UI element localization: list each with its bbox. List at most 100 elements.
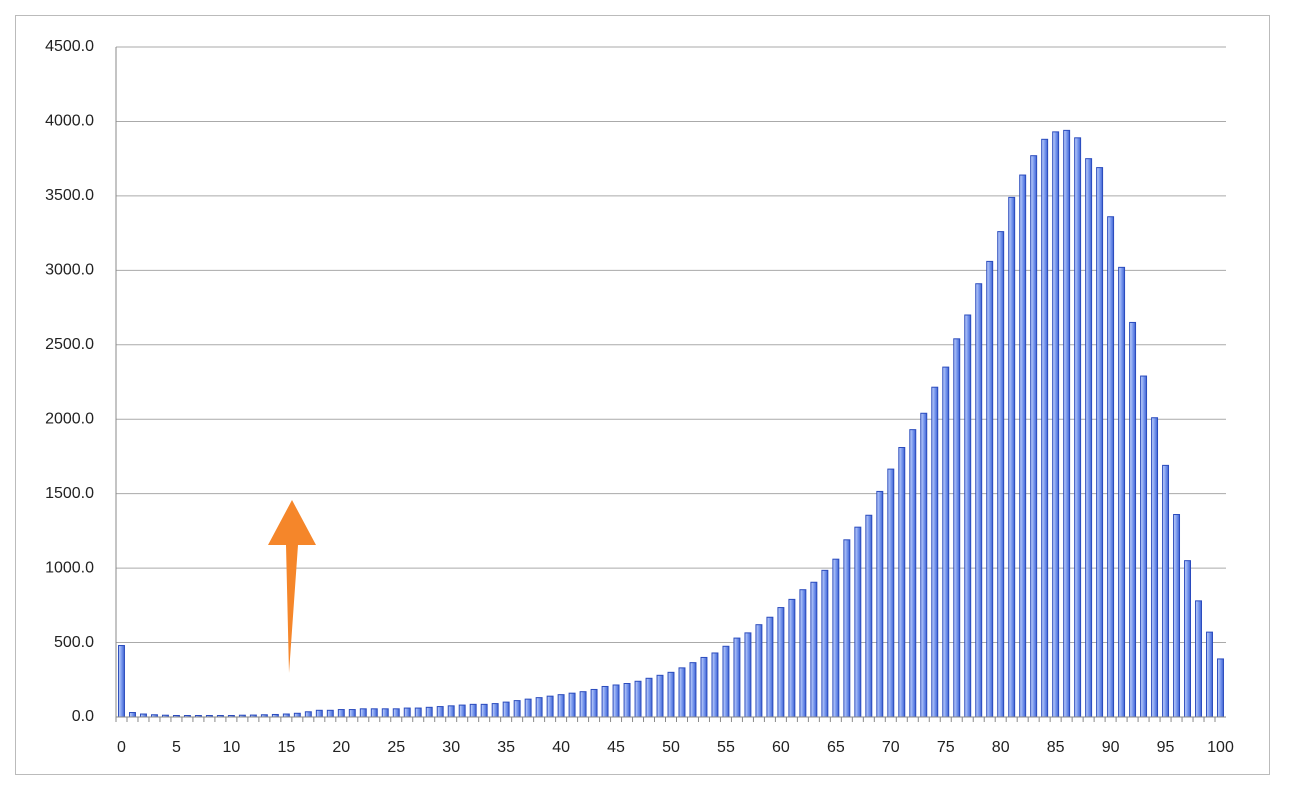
bar bbox=[667, 671, 675, 718]
x-tick-label: 100 bbox=[1207, 739, 1234, 756]
bar bbox=[1206, 631, 1213, 718]
bar bbox=[590, 688, 598, 718]
bar bbox=[876, 490, 884, 718]
bar bbox=[656, 674, 664, 718]
bar bbox=[887, 468, 895, 718]
bar bbox=[700, 656, 708, 718]
bar bbox=[953, 338, 961, 718]
bar bbox=[1063, 129, 1071, 718]
bar bbox=[458, 704, 466, 718]
x-tick-label: 90 bbox=[1102, 739, 1120, 756]
bar bbox=[678, 667, 686, 718]
bar bbox=[865, 514, 873, 718]
bar bbox=[315, 709, 323, 718]
y-tick-label: 500.0 bbox=[54, 634, 94, 651]
bar bbox=[733, 637, 741, 718]
bar bbox=[744, 632, 752, 718]
bar bbox=[689, 662, 697, 718]
bar bbox=[129, 712, 136, 718]
bar bbox=[975, 283, 983, 718]
grid bbox=[116, 46, 1226, 718]
bar bbox=[854, 526, 862, 718]
x-tick-label: 75 bbox=[937, 739, 955, 756]
x-tick-label: 5 bbox=[172, 739, 181, 756]
bar bbox=[1173, 514, 1181, 718]
y-tick-label: 2500.0 bbox=[45, 336, 94, 353]
x-tick-label: 15 bbox=[277, 739, 295, 756]
x-tick-label: 95 bbox=[1157, 739, 1175, 756]
bar bbox=[1041, 138, 1049, 718]
bar bbox=[766, 616, 774, 718]
bar bbox=[579, 691, 587, 718]
x-tick-label: 85 bbox=[1047, 739, 1065, 756]
x-tick-label: 10 bbox=[222, 739, 240, 756]
y-tick-label: 0.0 bbox=[72, 708, 94, 725]
bar bbox=[118, 645, 125, 718]
bar bbox=[370, 708, 378, 718]
bar bbox=[403, 707, 411, 718]
bar bbox=[425, 706, 433, 718]
bar bbox=[1096, 167, 1104, 718]
bar bbox=[931, 386, 939, 718]
bar bbox=[491, 703, 499, 718]
bar bbox=[447, 705, 455, 718]
bar bbox=[1019, 174, 1027, 718]
bar bbox=[832, 558, 840, 718]
bars bbox=[118, 129, 1224, 718]
bar bbox=[1184, 560, 1192, 718]
bar bbox=[557, 694, 565, 718]
bar bbox=[1151, 417, 1159, 718]
bar bbox=[777, 607, 785, 718]
x-tick-label: 0 bbox=[117, 739, 126, 756]
bar bbox=[535, 697, 543, 718]
bar bbox=[1195, 600, 1202, 718]
bar bbox=[612, 684, 620, 718]
bar bbox=[722, 645, 730, 718]
bar bbox=[546, 695, 554, 718]
bar bbox=[1085, 158, 1093, 718]
bar bbox=[348, 709, 356, 718]
bar bbox=[469, 703, 477, 718]
bar bbox=[810, 581, 818, 718]
bar bbox=[381, 708, 389, 718]
bar bbox=[1217, 658, 1224, 718]
x-tick-label: 80 bbox=[992, 739, 1010, 756]
bar bbox=[1140, 375, 1148, 718]
bar bbox=[1008, 196, 1016, 718]
bar bbox=[601, 685, 609, 718]
bar bbox=[920, 412, 928, 718]
bar bbox=[1118, 266, 1126, 718]
y-tick-label: 4500.0 bbox=[45, 38, 94, 55]
bar bbox=[1052, 131, 1060, 718]
x-tick-label: 35 bbox=[497, 739, 515, 756]
bar bbox=[964, 314, 972, 718]
bar bbox=[1129, 321, 1137, 718]
y-tick-label: 3000.0 bbox=[45, 262, 94, 279]
x-tick-label: 45 bbox=[607, 739, 625, 756]
bar bbox=[997, 231, 1005, 718]
bar bbox=[392, 708, 400, 718]
x-tick-label: 20 bbox=[332, 739, 350, 756]
bar bbox=[359, 708, 367, 718]
x-tick-label: 40 bbox=[552, 739, 570, 756]
annotation-arrow bbox=[268, 500, 316, 673]
y-tick-label: 4000.0 bbox=[45, 113, 94, 130]
bar bbox=[436, 706, 444, 718]
x-tick-label: 55 bbox=[717, 739, 735, 756]
bar bbox=[1162, 464, 1170, 718]
bar bbox=[986, 260, 994, 718]
bar bbox=[898, 447, 906, 718]
bar bbox=[414, 707, 422, 718]
bar bbox=[568, 692, 576, 718]
y-tick-label: 2000.0 bbox=[45, 410, 94, 427]
bar bbox=[304, 711, 312, 718]
bar bbox=[909, 429, 917, 718]
x-tick-label: 65 bbox=[827, 739, 845, 756]
y-tick-label: 3500.0 bbox=[45, 187, 94, 204]
x-tick-label: 70 bbox=[882, 739, 900, 756]
x-tick-label: 25 bbox=[387, 739, 405, 756]
bar bbox=[513, 700, 521, 718]
bar bbox=[293, 712, 301, 718]
